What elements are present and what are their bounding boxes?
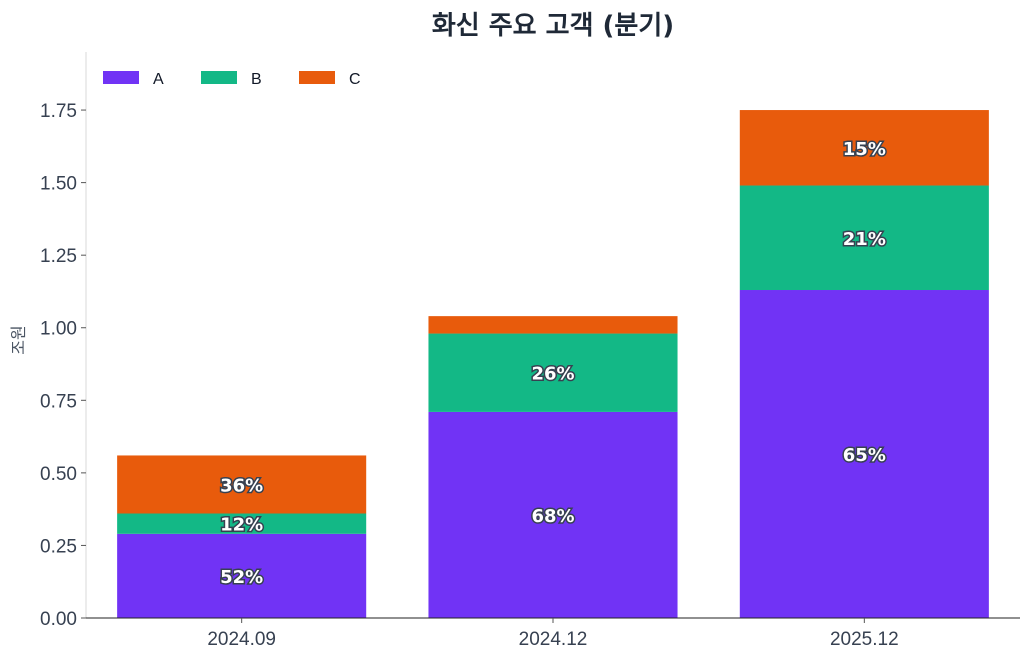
- x-tick-label: 2025.12: [830, 629, 899, 650]
- legend-swatch-a: [103, 71, 139, 84]
- data-label: 65%: [843, 445, 886, 466]
- legend-label-c: C: [349, 71, 361, 88]
- x-tick-label: 2024.12: [519, 629, 588, 650]
- bar-segment-b: [117, 513, 367, 534]
- bar-segment-a: [428, 411, 678, 618]
- bar-segment-c: [117, 455, 367, 514]
- y-tick-label: 0.25: [40, 536, 77, 557]
- y-tick-label: 0.00: [40, 609, 77, 630]
- bar-segment-c: [739, 110, 989, 186]
- y-tick-label: 0.50: [40, 464, 77, 485]
- data-label: 12%: [220, 515, 263, 536]
- x-axis: 2024.09 2024.12 2025.12: [86, 617, 1020, 650]
- bars-group: 52% 12% 36% 68% 26% 65% 21% 15%: [117, 110, 989, 618]
- y-axis-label: 조원: [9, 325, 28, 354]
- data-label: 21%: [843, 229, 886, 250]
- legend: A B C: [103, 71, 361, 88]
- bar-segment-c: [428, 316, 678, 334]
- data-label: 68%: [531, 506, 574, 527]
- bar-segment-a: [117, 533, 367, 618]
- data-label: 52%: [220, 567, 263, 588]
- legend-swatch-c: [299, 71, 335, 84]
- x-tick-label: 2024.09: [207, 629, 276, 650]
- bar-segment-b: [739, 185, 989, 291]
- chart-title: 화신 주요 고객 (분기): [432, 11, 674, 41]
- bar-segment-a: [739, 290, 989, 618]
- y-tick-label: 1.75: [40, 101, 77, 122]
- y-tick-label: 1.50: [40, 174, 77, 195]
- legend-label-a: A: [153, 71, 164, 88]
- data-label: 36%: [220, 475, 263, 496]
- y-tick-label: 1.25: [40, 246, 77, 267]
- legend-label-b: B: [251, 71, 262, 88]
- data-label: 15%: [843, 139, 886, 160]
- y-tick-label: 0.75: [40, 391, 77, 412]
- y-axis: 0.00 0.25 0.50 0.75 1.00 1.25 1.50 1.75: [40, 52, 87, 630]
- y-tick-label: 1.00: [40, 319, 77, 340]
- legend-swatch-b: [201, 71, 237, 84]
- data-label: 26%: [531, 364, 574, 385]
- bar-segment-b: [428, 333, 678, 412]
